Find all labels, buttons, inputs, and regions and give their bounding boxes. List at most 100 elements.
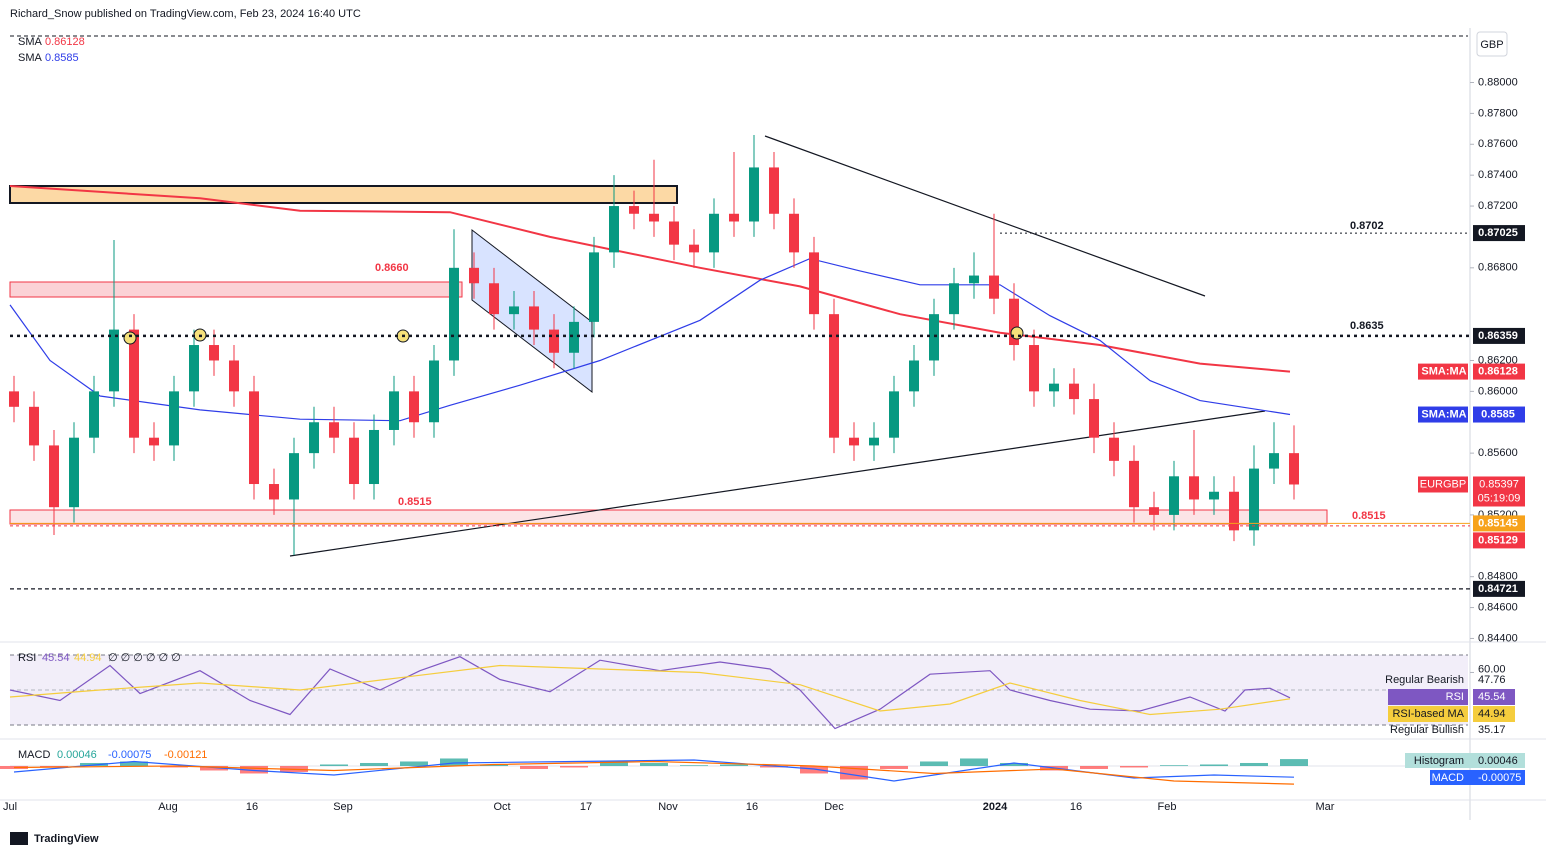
y-tick-label: 0.87200 — [1478, 200, 1518, 212]
histogram-bar — [1160, 765, 1188, 766]
badge-label-bg — [1418, 363, 1468, 380]
histogram-bar — [1280, 759, 1308, 766]
badge-label: Histogram — [1414, 755, 1464, 767]
legend-value: -0.00075 — [108, 749, 151, 761]
candle-body — [1189, 476, 1199, 500]
histogram-bar — [1080, 765, 1108, 769]
histogram-bar — [800, 765, 828, 774]
marker — [1010, 326, 1024, 340]
rsi-line — [9, 656, 1291, 730]
price-badge-text: SMA:MA — [1421, 408, 1466, 420]
zone-08515 — [9, 509, 1328, 525]
candle-body — [329, 422, 339, 438]
histogram-bar — [640, 762, 668, 766]
legend-value: 0.86128 — [45, 36, 85, 48]
candle-body — [369, 429, 379, 485]
candle-body — [189, 345, 199, 392]
histogram-bar — [720, 764, 748, 766]
candle-body — [69, 437, 79, 508]
y-tick-label: 60.00 — [1478, 663, 1506, 675]
badge-bg — [1473, 689, 1515, 705]
price-badge-text: 0.85397 — [1479, 478, 1519, 490]
legend-value: 45.54 — [42, 652, 70, 664]
resistance-zone — [9, 185, 678, 204]
badge-bg — [1430, 770, 1525, 785]
price-badge-text: 0.85129 — [1478, 534, 1518, 546]
candle-body — [1049, 383, 1059, 392]
badge-label: MACD — [1432, 772, 1464, 784]
trend-line — [764, 135, 1206, 297]
y-tick-label: 0.84400 — [1478, 632, 1518, 644]
price-badge-text: 0.87025 — [1478, 227, 1518, 239]
candle-body — [509, 306, 519, 315]
candle-body — [109, 329, 119, 392]
marker — [123, 331, 137, 345]
candle-body — [589, 252, 599, 322]
candle-body — [1129, 460, 1139, 508]
badge-label: Regular Bearish — [1385, 674, 1464, 686]
badge-value: -0.00075 — [1478, 772, 1521, 784]
x-tick-label: Jul — [3, 801, 17, 813]
candle-body — [869, 437, 879, 446]
price-badge — [1473, 327, 1525, 344]
histogram-bar — [160, 765, 188, 768]
histogram-bar — [520, 765, 548, 769]
x-tick-label: 17 — [580, 801, 592, 813]
candle-body — [669, 221, 679, 245]
badge-label: RSI-based MA — [1392, 708, 1464, 720]
candle-body — [89, 391, 99, 438]
histogram-bar — [960, 758, 988, 766]
candle-body — [929, 314, 939, 361]
candle-body — [1209, 491, 1219, 500]
price-badge — [1473, 515, 1525, 532]
candle-body — [649, 213, 659, 222]
histogram-bar — [440, 758, 468, 766]
y-tick-label: 0.87400 — [1478, 169, 1518, 181]
price-badge-text: 0.86128 — [1478, 366, 1518, 378]
candle-body — [1149, 507, 1159, 515]
candle-body — [809, 252, 819, 315]
histogram-bar — [600, 761, 628, 766]
candle-body — [349, 437, 359, 485]
sma-line — [9, 257, 1291, 422]
x-tick-label: Oct — [493, 801, 510, 813]
x-tick-label: Aug — [158, 801, 178, 813]
x-tick-label: 16 — [746, 801, 758, 813]
rsi-line — [9, 664, 1291, 716]
histogram-bar — [920, 761, 948, 766]
histogram-bar — [1240, 762, 1268, 766]
zone-0866 — [9, 281, 463, 298]
candle-body — [1089, 399, 1099, 438]
candle-body — [849, 437, 859, 446]
badge-bg — [1473, 706, 1515, 722]
candle-body — [449, 267, 459, 361]
candle-body — [1169, 476, 1179, 515]
badge-label-bg — [1418, 406, 1468, 423]
histogram-bar — [400, 761, 428, 766]
trend-line — [289, 410, 1266, 557]
legend-value: -0.00121 — [164, 749, 207, 761]
candle-body — [949, 283, 959, 315]
histogram-bar — [480, 764, 508, 766]
candle-body — [129, 329, 139, 438]
badge-value: 44.94 — [1478, 708, 1506, 720]
logo — [10, 832, 28, 845]
legend-value: 44.94 — [74, 652, 102, 664]
candle-body — [789, 213, 799, 253]
badge-value: 45.54 — [1478, 691, 1506, 703]
badge-bg — [1388, 689, 1468, 705]
pane-title: RSI — [18, 652, 36, 664]
candle-body — [389, 391, 399, 430]
macd-line — [13, 759, 1295, 782]
badge-value: 47.76 — [1478, 674, 1506, 686]
candle-body — [1009, 298, 1019, 346]
level-label: 0.8702 — [1350, 220, 1384, 232]
y-tick-label: 0.86800 — [1478, 262, 1518, 274]
candle-body — [409, 391, 419, 423]
price-badge-text: 0.84721 — [1478, 583, 1518, 595]
histogram-bar — [560, 765, 588, 768]
x-tick-label: Sep — [333, 801, 353, 813]
candle-body — [49, 445, 59, 508]
